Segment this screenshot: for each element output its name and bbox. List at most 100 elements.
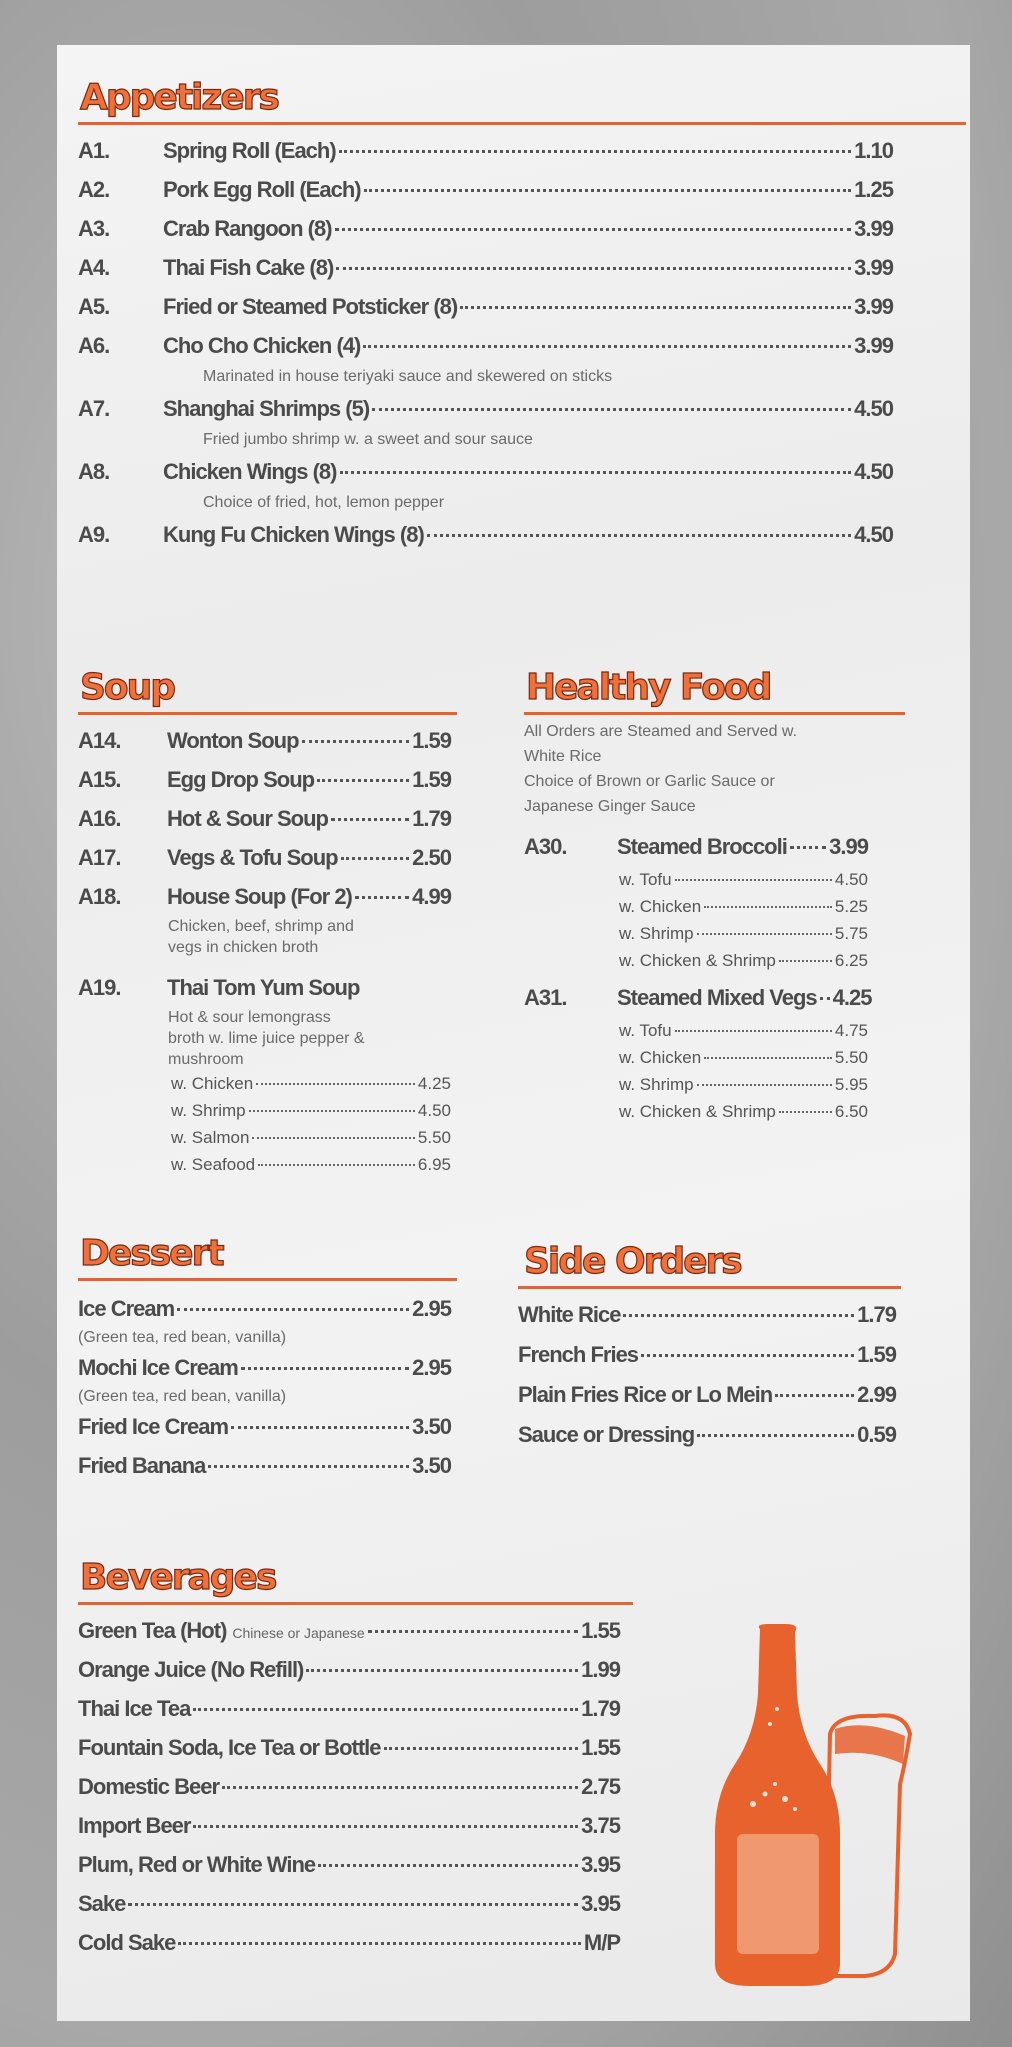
dot-leader xyxy=(338,150,852,153)
item-option[interactable]: w. Shrimp 5.95 xyxy=(619,1071,868,1098)
item-price: 4.50 xyxy=(854,396,894,421)
menu-item[interactable]: Import Beer 3.75 xyxy=(78,1806,621,1845)
item-option[interactable]: w. Chicken 5.50 xyxy=(619,1044,868,1071)
menu-item[interactable]: Fried Ice Cream 3.50 xyxy=(78,1407,452,1446)
soup-section: Soup A14. Wonton Soup 1.59 A15. Egg Drop Sou… xyxy=(78,666,457,1178)
dot-leader xyxy=(248,1110,415,1112)
menu-item[interactable]: Sake 3.95 xyxy=(78,1884,621,1923)
item-price: 2.95 xyxy=(412,1296,452,1321)
item-name: Steamed Broccoli xyxy=(617,834,788,859)
dot-leader xyxy=(177,1308,410,1311)
dot-leader xyxy=(339,471,852,474)
menu-item[interactable]: A17. Vegs & Tofu Soup 2.50 xyxy=(78,838,452,877)
menu-item[interactable]: Mochi Ice Cream 2.95 xyxy=(78,1348,452,1387)
option-price: 5.95 xyxy=(834,1075,868,1094)
menu-item[interactable]: A7. Shanghai Shrimps (5) 4.50 xyxy=(78,389,894,428)
item-code: A17. xyxy=(78,845,121,870)
dot-leader xyxy=(704,906,832,908)
item-code: A3. xyxy=(78,216,110,241)
menu-item[interactable]: Cold Sake M/P xyxy=(78,1923,621,1962)
menu-item[interactable]: A4. Thai Fish Cake (8) 3.99 xyxy=(78,248,894,287)
item-option[interactable]: w. Seafood 6.95 xyxy=(171,1151,451,1178)
option-price: 5.25 xyxy=(834,897,868,916)
option-price: 4.75 xyxy=(834,1021,868,1040)
item-code: A15. xyxy=(78,767,121,792)
menu-item[interactable]: Plum, Red or White Wine 3.95 xyxy=(78,1845,621,1884)
dot-leader xyxy=(301,740,410,743)
menu-item[interactable]: A31. Steamed Mixed Vegs 4.25 xyxy=(524,978,872,1017)
dot-leader xyxy=(240,1367,410,1370)
item-option[interactable]: w. Chicken 5.25 xyxy=(619,893,868,920)
menu-item[interactable]: A8. Chicken Wings (8) 4.50 xyxy=(78,452,894,491)
item-option[interactable]: w. Tofu 4.75 xyxy=(619,1017,868,1044)
dot-leader xyxy=(778,960,832,962)
section-note: Choice of Brown or Garlic Sauce or xyxy=(524,773,775,790)
menu-item[interactable]: Fountain Soda, Ice Tea or Bottle 1.55 xyxy=(78,1728,621,1767)
item-option[interactable]: w. Tofu 4.50 xyxy=(619,866,868,893)
item-price: 1.25 xyxy=(854,177,894,202)
dot-leader xyxy=(819,997,830,1000)
menu-item[interactable]: A2. Pork Egg Roll (Each) 1.25 xyxy=(78,170,894,209)
item-price: 1.79 xyxy=(857,1302,897,1327)
menu-item[interactable]: A1. Spring Roll (Each) 1.10 xyxy=(78,131,894,170)
menu-item[interactable]: A30. Steamed Broccoli 3.99 xyxy=(524,827,869,866)
item-code: A31. xyxy=(524,985,567,1010)
item-code: A14. xyxy=(78,728,121,753)
item-price: 3.99 xyxy=(854,255,894,280)
section-title: Dessert xyxy=(79,1232,225,1274)
item-price: 3.50 xyxy=(412,1453,452,1478)
item-name: Plain Fries Rice or Lo Mein xyxy=(518,1382,773,1407)
item-price: 1.55 xyxy=(581,1618,621,1643)
menu-item[interactable]: A15. Egg Drop Soup 1.59 xyxy=(78,760,452,799)
section-note: All Orders are Steamed and Served w. xyxy=(524,723,798,740)
item-name: Cho Cho Chicken (4) xyxy=(163,333,361,358)
menu-item[interactable]: A5. Fried or Steamed Potsticker (8) 3.99 xyxy=(78,287,894,326)
option-name: w. Tofu xyxy=(619,1021,672,1040)
option-price: 5.75 xyxy=(834,924,868,943)
item-name: Import Beer xyxy=(78,1813,191,1838)
item-option[interactable]: w. Chicken & Shrimp 6.25 xyxy=(619,947,868,974)
menu-item[interactable]: A14. Wonton Soup 1.59 xyxy=(78,721,452,760)
menu-item[interactable]: Sauce or Dressing 0.59 xyxy=(518,1415,897,1455)
menu-item[interactable]: A9. Kung Fu Chicken Wings (8) 4.50 xyxy=(78,515,894,554)
item-price: 2.75 xyxy=(581,1774,621,1799)
menu-item[interactable]: Plain Fries Rice or Lo Mein 2.99 xyxy=(518,1375,897,1415)
item-name: Mochi Ice Cream xyxy=(78,1355,239,1380)
item-name: Fried Ice Cream xyxy=(78,1414,229,1439)
menu-item[interactable]: Fried Banana 3.50 xyxy=(78,1446,452,1485)
item-code: A16. xyxy=(78,806,121,831)
menu-item[interactable]: Domestic Beer 2.75 xyxy=(78,1767,621,1806)
section-title: Beverages xyxy=(79,1556,278,1598)
dot-leader xyxy=(178,1942,581,1945)
menu-item[interactable]: French Fries 1.59 xyxy=(518,1335,897,1375)
menu-item[interactable]: Thai Ice Tea 1.79 xyxy=(78,1689,621,1728)
item-option[interactable]: w. Shrimp 5.75 xyxy=(619,920,868,947)
item-description: mushroom xyxy=(168,1051,244,1068)
menu-item[interactable]: Ice Cream 2.95 xyxy=(78,1289,452,1328)
item-option[interactable]: w. Salmon 5.50 xyxy=(171,1124,451,1151)
item-option[interactable]: w. Shrimp 4.50 xyxy=(171,1097,451,1124)
dot-leader xyxy=(193,1825,579,1828)
item-name: Shanghai Shrimps (5) xyxy=(163,396,370,421)
dot-leader xyxy=(778,1111,832,1113)
item-code: A5. xyxy=(78,294,110,319)
item-option[interactable]: w. Chicken & Shrimp 6.50 xyxy=(619,1098,868,1125)
menu-item[interactable]: Orange Juice (No Refill) 1.99 xyxy=(78,1650,621,1689)
dot-leader xyxy=(363,345,852,348)
menu-item[interactable]: A18. House Soup (For 2) 4.99 xyxy=(78,877,452,916)
item-price: 1.10 xyxy=(854,138,894,163)
menu-item[interactable]: Green Tea (Hot) Chinese or Japanese 1.55 xyxy=(78,1611,621,1650)
dot-leader xyxy=(696,933,832,935)
menu-item[interactable]: A16. Hot & Sour Soup 1.79 xyxy=(78,799,452,838)
divider xyxy=(78,712,457,715)
menu-item[interactable]: A19. Thai Tom Yum Soup xyxy=(78,968,451,1007)
menu-item[interactable]: A3. Crab Rangoon (8) 3.99 xyxy=(78,209,894,248)
dot-leader xyxy=(367,1630,579,1633)
item-option[interactable]: w. Chicken 4.25 xyxy=(171,1070,451,1097)
dot-leader xyxy=(256,1083,415,1085)
menu-item[interactable]: White Rice 1.79 xyxy=(518,1295,897,1335)
menu-item[interactable]: A6. Cho Cho Chicken (4) 3.99 xyxy=(78,326,894,365)
option-name: w. Chicken & Shrimp xyxy=(619,1102,776,1121)
section-title: Appetizers xyxy=(79,76,280,118)
option-name: w. Seafood xyxy=(171,1155,256,1174)
